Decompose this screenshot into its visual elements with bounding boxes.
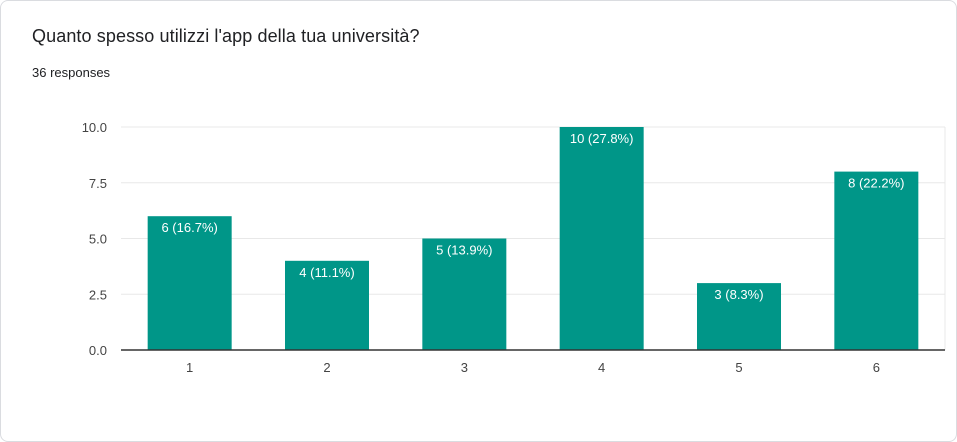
bar-data-label: 5 (13.9%) (436, 243, 492, 258)
x-tick-label: 1 (186, 360, 193, 375)
bar-data-label: 8 (22.2%) (848, 176, 904, 191)
bar-data-label: 10 (27.8%) (570, 131, 634, 146)
question-title: Quanto spesso utilizzi l'app della tua u… (32, 26, 420, 46)
bar-data-label: 4 (11.1%) (299, 265, 354, 280)
x-tick-label: 3 (461, 360, 468, 375)
y-tick-label: 7.5 (89, 176, 107, 191)
label-layer: 0.0 2.5 5.0 7.5 10.0 6 (16.7%) 1 4 (11.1%) 2 5 (1… (82, 120, 905, 375)
bar[interactable] (697, 283, 781, 350)
grid-layer (121, 126, 946, 350)
x-tick-label: 5 (735, 360, 742, 375)
y-tick-label: 5.0 (89, 232, 107, 247)
bar[interactable] (285, 260, 369, 350)
x-tick-label: 6 (873, 360, 880, 375)
bar-data-label: 6 (16.7%) (161, 220, 217, 235)
x-tick-label: 2 (323, 360, 330, 375)
y-tick-label: 10.0 (82, 120, 107, 135)
y-tick-label: 0.0 (89, 343, 107, 358)
bar[interactable] (147, 216, 232, 350)
y-tick-label: 2.5 (89, 287, 107, 302)
bar-data-label: 3 (8.3%) (714, 287, 763, 302)
bar[interactable] (559, 127, 644, 350)
bar[interactable] (834, 171, 919, 350)
bar-layer (121, 127, 945, 351)
bar[interactable] (422, 238, 507, 351)
x-tick-label: 4 (598, 360, 605, 375)
response-count: 36 responses (32, 65, 111, 80)
